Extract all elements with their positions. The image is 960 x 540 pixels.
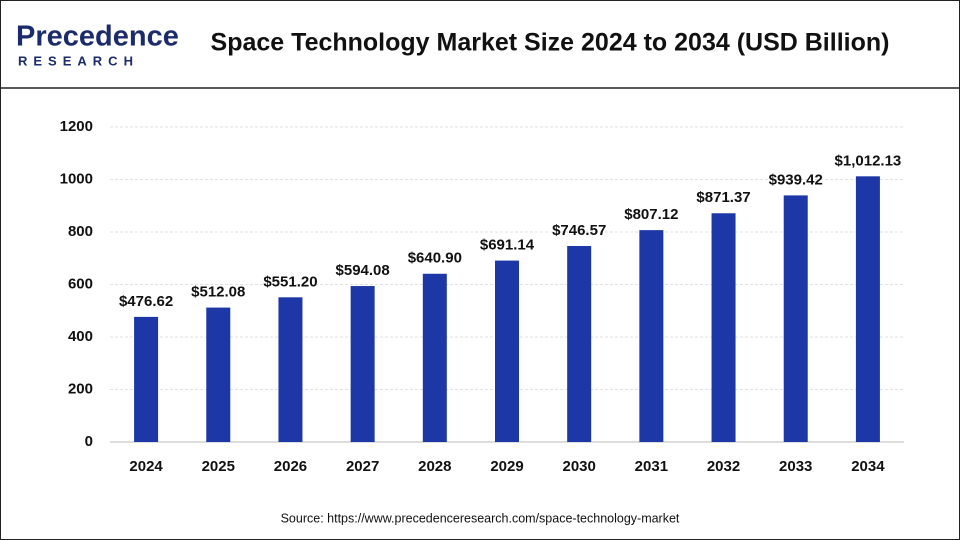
bar	[567, 246, 592, 442]
y-tick-label: 400	[68, 328, 93, 345]
bar	[495, 260, 519, 442]
y-tick-label: 600	[68, 275, 93, 292]
value-label: $1,012.13	[835, 152, 902, 169]
x-tick-label: 2034	[851, 458, 885, 475]
x-tick-label: 2030	[562, 458, 595, 475]
value-label: $807.12	[624, 206, 678, 223]
y-tick-label: 1200	[60, 118, 93, 135]
bar	[711, 213, 736, 442]
y-tick-label: 800	[68, 223, 93, 240]
value-label: $939.42	[769, 171, 823, 188]
x-tick-label: 2033	[779, 458, 812, 475]
value-label: $512.08	[191, 284, 245, 301]
logo-name: Precedence	[16, 21, 179, 53]
x-tick-label: 2032	[707, 458, 740, 475]
chart-title: Space Technology Market Size 2024 to 203…	[211, 29, 890, 57]
logo-sub: RESEARCH	[18, 53, 139, 68]
x-tick-label: 2024	[129, 458, 163, 475]
bar	[278, 297, 303, 442]
y-tick-label: 200	[68, 380, 93, 397]
value-label: $476.62	[119, 293, 173, 310]
y-tick-label: 0	[85, 433, 93, 450]
bar	[206, 307, 231, 442]
bar	[134, 316, 159, 442]
x-tick-label: 2025	[202, 458, 235, 475]
x-tick-label: 2029	[490, 458, 523, 475]
bar	[350, 286, 375, 442]
x-tick-label: 2026	[274, 458, 307, 475]
value-label: $594.08	[336, 262, 390, 279]
bar	[422, 273, 447, 442]
value-label: $551.20	[263, 273, 317, 290]
value-label: $691.14	[480, 237, 535, 254]
x-tick-label: 2028	[418, 458, 451, 475]
bar	[783, 195, 808, 442]
y-tick-label: 1000	[60, 170, 93, 187]
x-tick-label: 2027	[346, 458, 379, 475]
value-label: $871.37	[696, 189, 750, 206]
source: Source: https://www.precedenceresearch.c…	[281, 511, 680, 525]
value-label: $746.57	[552, 222, 606, 239]
bar	[639, 230, 664, 442]
x-tick-label: 2031	[635, 458, 668, 475]
value-label: $640.90	[408, 250, 462, 267]
bar	[855, 176, 880, 443]
